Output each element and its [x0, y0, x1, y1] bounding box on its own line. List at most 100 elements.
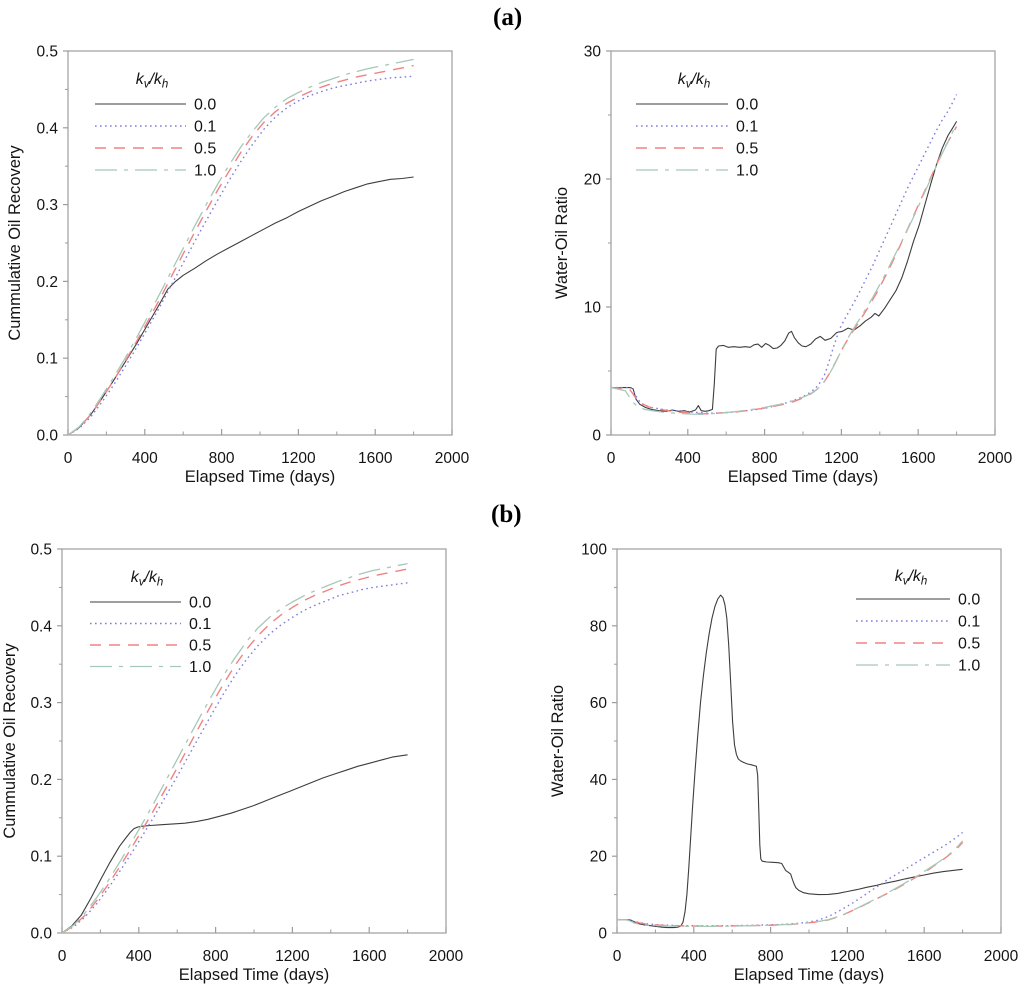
panel-label-a: (a) [493, 4, 523, 31]
y-tick-label: 100 [581, 542, 607, 559]
y-tick-label: 0.0 [36, 428, 58, 445]
series-line-kvkh-1.0 [67, 58, 414, 436]
x-tick-label: 1200 [830, 948, 865, 965]
x-tick-label: 0 [613, 948, 622, 965]
x-tick-label: 1200 [281, 450, 316, 467]
legend-label: 0.0 [958, 592, 980, 609]
y-axis-title: Water-Oil Ratio [553, 187, 571, 299]
y-tick-label: 0.3 [36, 197, 58, 214]
y-tick-label: 40 [590, 772, 608, 789]
legend-label: 0.0 [194, 97, 216, 114]
x-tick-label: 1200 [275, 948, 310, 965]
y-tick-label: 0.4 [36, 120, 58, 137]
y-tick-label: 0.2 [36, 274, 58, 291]
plot-frame [67, 50, 453, 436]
series-line-kvkh-0.0 [67, 176, 414, 436]
series-line-kvkh-0.5 [61, 568, 408, 934]
legend-label: 0.5 [189, 638, 211, 655]
series-line-kvkh-0.1 [67, 75, 414, 436]
series-line-kvkh-1.0 [616, 840, 964, 928]
y-tick-label: 20 [584, 172, 602, 189]
x-tick-label: 1600 [352, 948, 387, 965]
legend-label: 0.1 [958, 614, 980, 631]
y-axis-title: Cummulative Oil Recovery [1, 643, 19, 839]
y-tick-label: 80 [590, 618, 608, 635]
y-axis-title: Water-Oil Ratio [549, 685, 567, 797]
legend: kv/kh 0.0 0.1 0.5 1.0 [90, 569, 211, 676]
x-tick-label: 2000 [429, 948, 464, 965]
y-tick-label: 30 [584, 44, 602, 61]
x-tick-label: 800 [209, 450, 235, 467]
x-tick-label: 800 [203, 948, 229, 965]
series-line-kvkh-0.5 [67, 64, 414, 436]
plot-frame [616, 548, 1002, 934]
x-tick-label: 1600 [358, 450, 393, 467]
x-tick-label: 0 [607, 450, 616, 467]
x-axis-title: Elapsed Time (days) [185, 468, 335, 486]
legend-label: 0.1 [736, 119, 758, 136]
x-axis-title: Elapsed Time (days) [734, 966, 884, 984]
series-line-kvkh-1.0 [61, 562, 408, 934]
legend-title: kv/kh [131, 569, 164, 589]
y-tick-label: 0.1 [36, 351, 58, 368]
x-tick-label: 400 [681, 948, 707, 965]
legend-title: kv/kh [895, 568, 928, 588]
legend-label: 1.0 [736, 163, 758, 180]
series-line-kvkh-0.5 [616, 841, 964, 927]
x-tick-label: 0 [64, 450, 73, 467]
x-tick-label: 1600 [901, 450, 936, 467]
y-tick-label: 0.4 [30, 618, 52, 635]
series-line-kvkh-0.1 [611, 94, 958, 414]
series-line-kvkh-0.0 [617, 594, 963, 929]
legend: kv/kh 0.0 0.1 0.5 1.0 [856, 568, 980, 675]
plot-frame [610, 50, 996, 436]
chart-b-right: 0 400 800 1200 1600 2000 0 20 40 60 80 100 Elapsed T… [549, 542, 1019, 985]
series-line-kvkh-1.0 [610, 123, 958, 415]
x-axis-title: Elapsed Time (days) [728, 468, 878, 486]
y-tick-label: 0.0 [30, 926, 52, 943]
y-tick-label: 0 [598, 926, 607, 943]
x-tick-label: 1600 [907, 948, 942, 965]
y-tick-label: 20 [590, 849, 608, 866]
y-tick-label: 10 [584, 300, 602, 317]
legend-label: 0.0 [736, 97, 758, 114]
x-tick-label: 800 [758, 948, 784, 965]
series-line-kvkh-0.1 [61, 582, 408, 934]
y-tick-label: 0.3 [30, 695, 52, 712]
chart-b-left: 0 400 800 1200 1600 2000 0.0 0.1 0.2 0.3 0.4 0.5 Ela… [1, 542, 464, 985]
x-tick-label: 2000 [984, 948, 1019, 965]
chart-a-left: 0 400 800 1200 1600 2000 0.0 0.1 0.2 0.3 0.4 0.5 Ela… [6, 44, 470, 487]
legend-label: 1.0 [958, 658, 980, 675]
legend-label: 0.5 [736, 141, 758, 158]
series-line-kvkh-0.0 [611, 121, 958, 413]
legend-label: 0.5 [194, 141, 216, 158]
legend-label: 1.0 [194, 163, 216, 180]
x-tick-label: 400 [675, 450, 701, 467]
x-tick-label: 800 [752, 450, 778, 467]
y-tick-label: 0 [592, 428, 601, 445]
chart-a-right: 0 400 800 1200 1600 2000 0 10 20 30 Elapsed Time (… [553, 44, 1013, 487]
x-tick-label: 2000 [435, 450, 470, 467]
series-line-kvkh-0.1 [616, 831, 964, 927]
x-tick-label: 400 [132, 450, 158, 467]
legend-title: kv/kh [136, 71, 169, 91]
y-tick-label: 0.5 [36, 44, 58, 61]
x-tick-label: 1200 [824, 450, 859, 467]
x-tick-label: 400 [126, 948, 152, 965]
legend-label: 1.0 [189, 659, 211, 676]
legend-label: 0.1 [189, 616, 211, 633]
x-tick-label: 2000 [978, 450, 1013, 467]
legend: kv/kh 0.0 0.1 0.5 1.0 [636, 71, 758, 180]
legend-label: 0.0 [189, 595, 211, 612]
legend: kv/kh 0.0 0.1 0.5 1.0 [95, 71, 216, 180]
y-tick-label: 0.1 [30, 849, 52, 866]
y-tick-label: 0.2 [30, 772, 52, 789]
panel-label-b: (b) [491, 501, 522, 528]
y-tick-label: 0.5 [30, 542, 52, 559]
x-tick-label: 0 [58, 948, 67, 965]
series-line-kvkh-0.0 [61, 754, 408, 934]
y-axis-title: Cummulative Oil Recovery [6, 145, 24, 341]
x-axis-title: Elapsed Time (days) [179, 966, 329, 984]
